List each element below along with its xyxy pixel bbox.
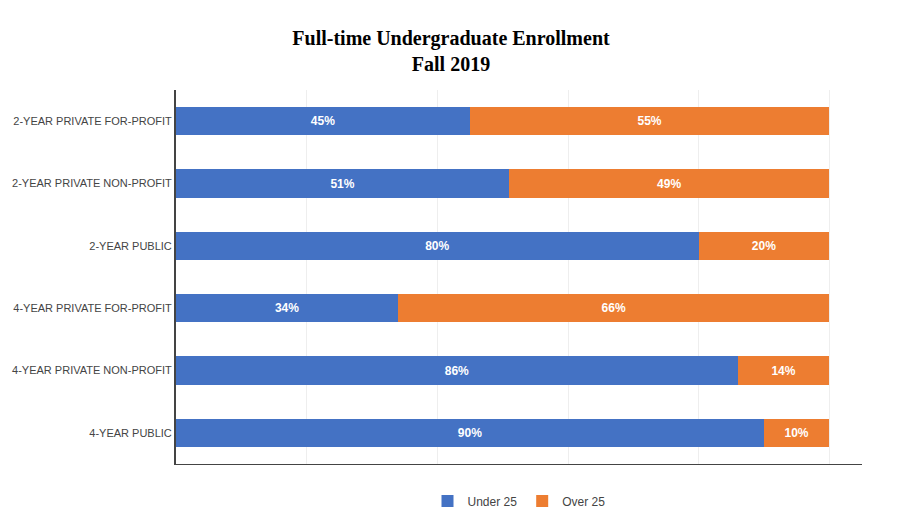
svg-text:Under 25: Under 25 [468,495,518,509]
svg-text:10%: 10% [784,426,808,440]
svg-text:Full-time Undergraduate Enroll: Full-time Undergraduate EnrollmentFall 2… [292,27,610,75]
svg-text:34%: 34% [275,301,299,315]
svg-text:4-YEAR PRIVATE NON-PROFIT: 4-YEAR PRIVATE NON-PROFIT [12,364,172,376]
svg-text:90%: 90% [458,426,482,440]
svg-text:14%: 14% [771,364,795,378]
svg-text:2-YEAR PUBLIC: 2-YEAR PUBLIC [89,240,172,252]
svg-text:4-YEAR PRIVATE FOR-PROFIT: 4-YEAR PRIVATE FOR-PROFIT [13,302,172,314]
svg-text:80%: 80% [425,239,449,253]
svg-text:49%: 49% [657,177,681,191]
svg-text:2-YEAR PRIVATE FOR-PROFIT: 2-YEAR PRIVATE FOR-PROFIT [13,115,172,127]
svg-text:20%: 20% [752,239,776,253]
svg-text:55%: 55% [637,114,661,128]
svg-text:45%: 45% [311,114,335,128]
svg-text:66%: 66% [602,301,626,315]
svg-text:86%: 86% [445,364,469,378]
svg-text:51%: 51% [330,177,354,191]
svg-text:Over 25: Over 25 [562,495,605,509]
svg-text:4-YEAR PUBLIC: 4-YEAR PUBLIC [89,427,172,439]
svg-text:2-YEAR PRIVATE NON-PROFIT: 2-YEAR PRIVATE NON-PROFIT [12,177,172,189]
